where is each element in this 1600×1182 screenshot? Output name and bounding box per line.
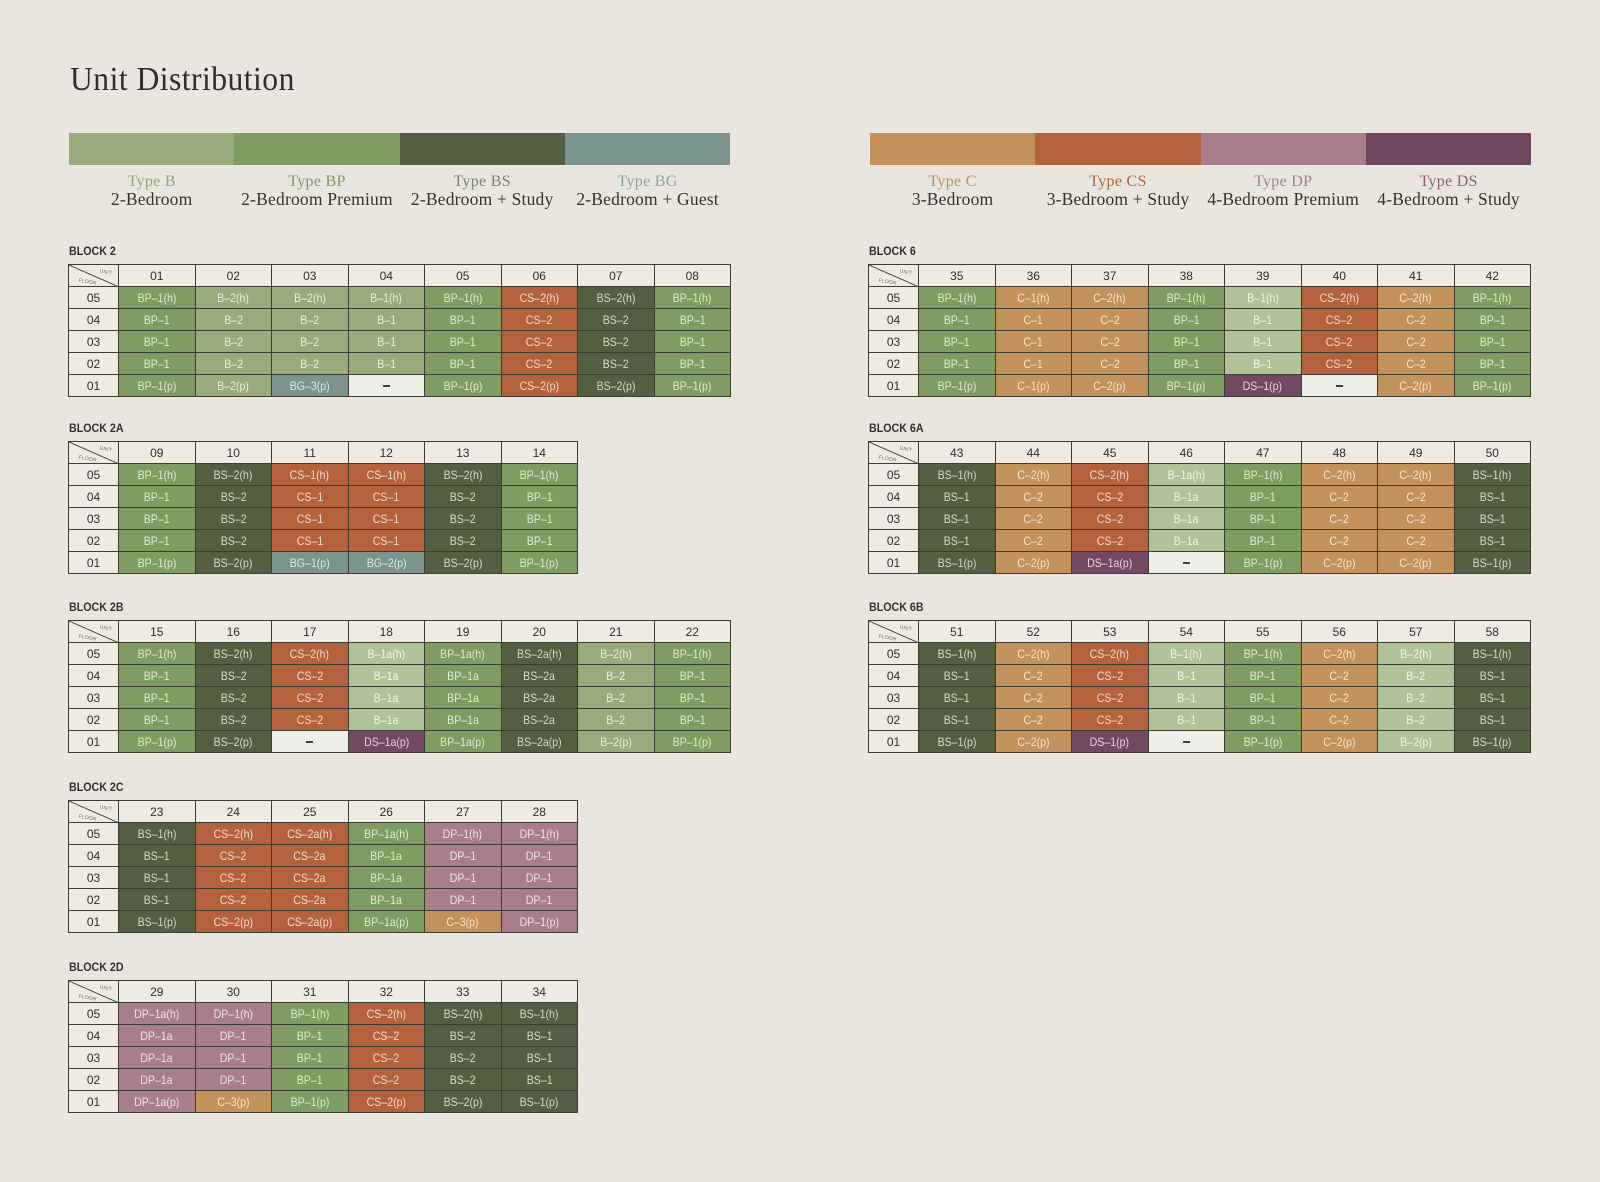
- svg-text:FLOOR: FLOOR: [78, 994, 97, 1003]
- svg-text:UNIT: UNIT: [99, 445, 112, 453]
- svg-text:FLOOR: FLOOR: [78, 455, 97, 464]
- svg-text:UNIT: UNIT: [99, 624, 112, 632]
- svg-text:UNIT: UNIT: [99, 984, 112, 992]
- svg-text:UNIT: UNIT: [899, 445, 912, 453]
- svg-text:FLOOR: FLOOR: [78, 634, 97, 643]
- svg-text:FLOOR: FLOOR: [878, 278, 897, 287]
- svg-text:UNIT: UNIT: [99, 268, 112, 276]
- svg-text:UNIT: UNIT: [99, 804, 112, 812]
- svg-text:UNIT: UNIT: [899, 624, 912, 632]
- svg-text:FLOOR: FLOOR: [78, 278, 97, 287]
- svg-text:FLOOR: FLOOR: [878, 455, 897, 464]
- svg-text:FLOOR: FLOOR: [878, 634, 897, 643]
- svg-text:UNIT: UNIT: [899, 268, 912, 276]
- svg-text:FLOOR: FLOOR: [78, 814, 97, 823]
